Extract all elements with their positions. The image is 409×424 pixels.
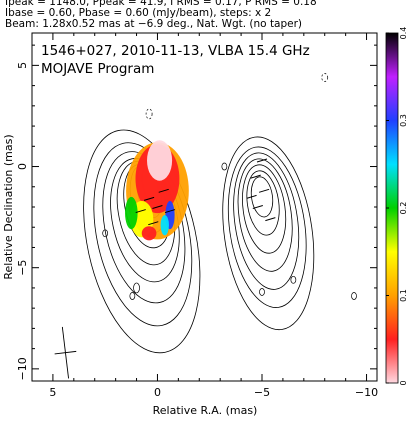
header-line-base: Ibase = 0.60, Pbase = 0.60 (mJy/beam), s… <box>5 7 272 19</box>
total-intensity-contours <box>83 129 315 354</box>
polarization-vectors <box>135 158 276 226</box>
evpa-tick <box>152 205 163 209</box>
evpa-tick <box>265 217 276 222</box>
jet-contour <box>246 170 280 236</box>
polarization-patch <box>125 196 138 230</box>
jet-contour <box>227 146 307 308</box>
polarization-patch <box>147 140 173 181</box>
jet-contour <box>250 176 274 218</box>
negative-contour <box>145 108 153 120</box>
header-line-peaks: Ipeak = 1148.0, Ppeak = 41.9, I RMS = 0.… <box>5 0 317 8</box>
noise-contour <box>129 292 136 300</box>
evpa-tick <box>164 209 176 214</box>
evpa-tick <box>252 205 263 209</box>
plot-annotations <box>54 73 357 379</box>
jet-contour <box>222 136 315 331</box>
colorbar-tick-label: 0 <box>399 380 408 385</box>
evpa-tick <box>158 188 169 193</box>
y-tick-label: −10 <box>16 357 29 380</box>
evpa-tick <box>135 209 146 214</box>
jet-contour <box>242 164 287 254</box>
header-line-beam: Beam: 1.28x0.52 mas at −6.9 deg., Nat. W… <box>5 18 303 30</box>
evpa-tick <box>148 221 159 226</box>
core-contour <box>83 129 201 354</box>
x-tick-label: −5 <box>254 386 270 399</box>
noise-contour <box>133 282 140 294</box>
y-tick-label: 5 <box>16 62 29 69</box>
source-title: 1546+027, 2010-11-13, VLBA 15.4 GHz <box>41 43 310 59</box>
polarization-patch <box>141 226 157 241</box>
image-header: Ipeak = 1148.0, Ppeak = 41.9, I RMS = 0.… <box>5 0 405 30</box>
jet-contour <box>233 152 300 290</box>
evpa-tick <box>250 174 261 179</box>
colorbar-tick-label: 0.2 <box>399 202 408 215</box>
program-subtitle: MOJAVE Program <box>41 61 154 77</box>
noise-contour <box>221 162 228 171</box>
colorbar-tick-label: 0.4 <box>399 27 408 40</box>
evpa-tick <box>256 158 268 163</box>
y-axis-label: Relative Declination (mas) <box>2 134 15 279</box>
noise-contour <box>351 292 357 300</box>
x-tick-label: 5 <box>49 386 56 399</box>
beam-major-axis <box>61 326 70 379</box>
noise-contour <box>102 229 109 238</box>
noise-contour <box>290 275 297 284</box>
evpa-tick <box>143 196 155 201</box>
core-contour <box>93 142 193 327</box>
x-axis: 5 0 −5 −10 <box>31 33 378 399</box>
evpa-tick <box>258 188 270 193</box>
y-axis: 5 0 −5 −10 <box>16 44 377 380</box>
noise-contour <box>259 288 265 296</box>
polarization-patch <box>160 215 169 236</box>
colorbar-tick-label: 0.3 <box>399 114 408 127</box>
y-tick-label: 0 <box>16 163 29 170</box>
x-tick-label: −10 <box>355 386 378 399</box>
negative-contour <box>321 73 329 82</box>
jet-contour <box>237 158 293 272</box>
evpa-tick <box>246 194 257 199</box>
colorbar-tick-label: 0.1 <box>399 289 408 302</box>
colorbar: 0 0.1 0.2 0.3 0.4 <box>385 27 408 386</box>
polarization-color-map <box>125 140 189 241</box>
y-tick-label: −5 <box>16 260 29 276</box>
x-axis-label: Relative R.A. (mas) <box>153 404 258 417</box>
x-tick-label: 0 <box>154 386 161 399</box>
